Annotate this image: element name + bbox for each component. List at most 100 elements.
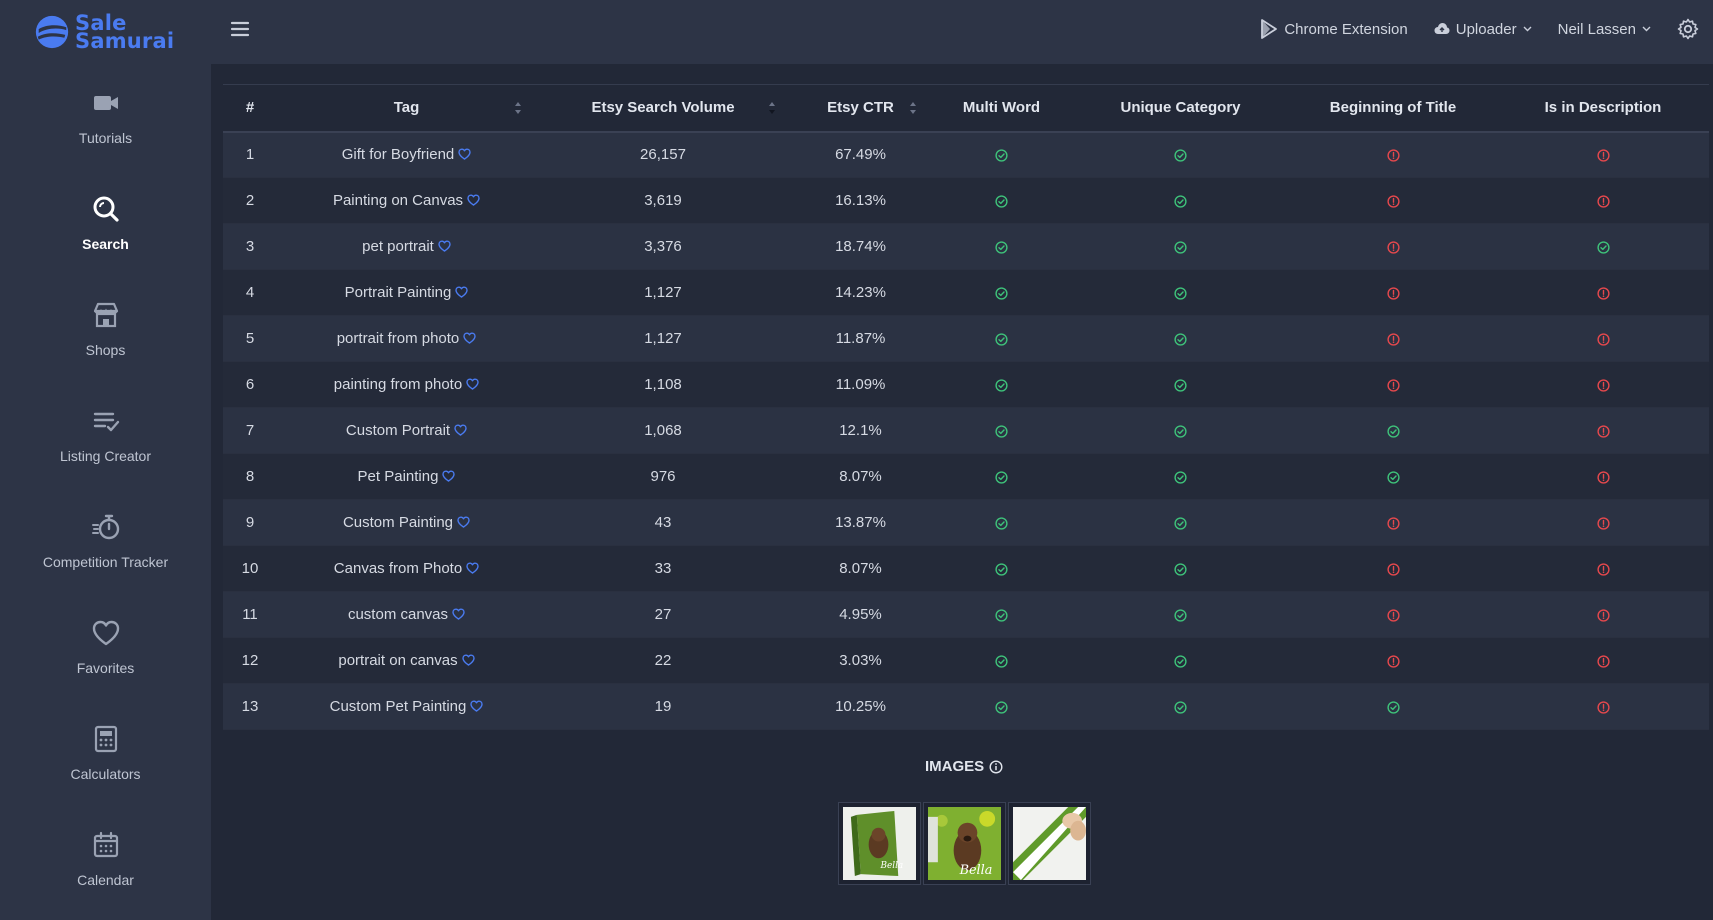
- canvas-corner-thumb[interactable]: [1008, 802, 1091, 885]
- multi-word-cell: [931, 545, 1072, 592]
- chrome-extension-button[interactable]: Chrome Extension: [1260, 19, 1408, 39]
- sidebar: Sale Samurai Tutorials Search: [0, 0, 211, 920]
- beginning-of-title-cell: [1289, 545, 1497, 592]
- search-volume-cell: 1,127: [536, 315, 790, 362]
- tag-name[interactable]: portrait from photo: [336, 330, 460, 347]
- tag-name[interactable]: Canvas from Photo: [333, 560, 463, 577]
- favorite-heart-icon[interactable]: [467, 194, 480, 206]
- search-volume-cell: 43: [536, 499, 790, 546]
- row-number: 12: [223, 637, 277, 684]
- table-row: 3 pet portrait 3,376 18.74%: [223, 223, 1709, 270]
- tag-name[interactable]: custom canvas: [347, 606, 449, 623]
- row-number: 2: [223, 177, 277, 224]
- sidebar-item-listing-creator[interactable]: Listing Creator: [0, 382, 211, 488]
- info-icon[interactable]: [989, 759, 1003, 774]
- sidebar-item-calculators[interactable]: Calculators: [0, 700, 211, 806]
- tag-name[interactable]: Portrait Painting: [344, 284, 452, 301]
- table-row: 10 Canvas from Photo 33 8.07%: [223, 545, 1709, 592]
- row-number: 1: [223, 131, 277, 178]
- beginning-of-title-cell: [1289, 315, 1497, 362]
- sort-icon[interactable]: [514, 101, 522, 115]
- favorite-heart-icon[interactable]: [461, 654, 475, 666]
- row-number: 6: [223, 361, 277, 408]
- check-circle-icon: [1386, 424, 1400, 438]
- tag-cell: Custom Portrait: [277, 407, 536, 454]
- gear-icon[interactable]: [1677, 18, 1699, 40]
- col-header-ctr[interactable]: Etsy CTR: [790, 84, 931, 133]
- alert-circle-icon: [1596, 608, 1610, 622]
- check-circle-icon: [995, 149, 1008, 162]
- favorite-heart-icon[interactable]: [452, 608, 465, 620]
- favorite-heart-icon[interactable]: [458, 148, 471, 160]
- favorite-heart-icon[interactable]: [455, 286, 469, 298]
- alert-circle-icon: [1596, 149, 1610, 162]
- favorite-heart-icon[interactable]: [466, 562, 479, 574]
- tag-name[interactable]: Pet Painting: [357, 468, 439, 485]
- list-check-icon: [93, 412, 119, 432]
- logo[interactable]: Sale Samurai: [33, 12, 174, 52]
- ctr-cell: 11.09%: [790, 361, 931, 408]
- topbar: Chrome Extension Uploader Neil Lassen: [211, 0, 1713, 64]
- beginning-of-title-cell: [1289, 591, 1497, 638]
- check-circle-icon: [1174, 654, 1187, 668]
- tag-cell: custom canvas: [277, 591, 536, 638]
- tag-name[interactable]: pet portrait: [362, 238, 434, 255]
- col-header-tag[interactable]: Tag: [277, 84, 536, 133]
- search-volume-cell: 1,068: [536, 407, 790, 454]
- tag-name[interactable]: Custom Painting: [342, 514, 454, 531]
- sort-desc-icon[interactable]: [768, 101, 776, 115]
- col-header-search-volume[interactable]: Etsy Search Volume: [536, 84, 790, 133]
- hamburger-menu-icon[interactable]: [229, 18, 251, 40]
- favorite-heart-icon[interactable]: [457, 516, 470, 528]
- tag-name[interactable]: Custom Pet Painting: [329, 698, 467, 715]
- multi-word-cell: [931, 683, 1072, 730]
- tag-name[interactable]: portrait on canvas: [338, 652, 458, 669]
- alert-circle-icon: [1386, 378, 1400, 392]
- check-circle-icon: [1386, 700, 1400, 714]
- search-volume-cell: 1,108: [536, 361, 790, 408]
- tag-name[interactable]: painting from photo: [333, 376, 463, 393]
- col-header-in-description: Is in Description: [1497, 84, 1709, 133]
- check-circle-icon: [1174, 286, 1187, 300]
- sidebar-item-competition-tracker[interactable]: Competition Tracker: [0, 488, 211, 594]
- tag-name[interactable]: Gift for Boyfriend: [341, 146, 455, 164]
- col-header-multi-word: Multi Word: [931, 84, 1072, 133]
- dog-portrait-bella-thumb[interactable]: Bella: [923, 802, 1006, 885]
- uploader-label: Uploader: [1455, 20, 1517, 38]
- sidebar-item-label: Favorites: [76, 660, 135, 676]
- beginning-of-title-cell: [1289, 499, 1497, 546]
- calculator-icon: [94, 725, 117, 753]
- sort-icon[interactable]: [909, 101, 917, 115]
- in-description-cell: [1497, 407, 1709, 454]
- favorite-heart-icon[interactable]: [470, 700, 484, 712]
- tag-cell: pet portrait: [277, 223, 536, 270]
- favorite-heart-icon[interactable]: [454, 424, 467, 436]
- favorite-heart-icon[interactable]: [463, 332, 476, 344]
- tag-name[interactable]: Custom Portrait: [345, 422, 451, 439]
- in-description-cell: [1497, 269, 1709, 316]
- favorite-heart-icon[interactable]: [466, 378, 479, 390]
- tag-name[interactable]: Painting on Canvas: [332, 192, 464, 209]
- ctr-cell: 12.1%: [790, 407, 931, 454]
- sidebar-item-search[interactable]: Search: [0, 170, 211, 276]
- check-circle-icon: [1596, 240, 1610, 254]
- check-circle-icon: [1174, 378, 1187, 392]
- multi-word-cell: [931, 591, 1072, 638]
- sidebar-item-favorites[interactable]: Favorites: [0, 594, 211, 700]
- unique-category-cell: [1072, 637, 1289, 684]
- favorite-heart-icon[interactable]: [442, 470, 456, 482]
- chevron-down-icon: [1642, 26, 1651, 32]
- sidebar-item-shops[interactable]: Shops: [0, 276, 211, 382]
- favorite-heart-icon[interactable]: [438, 240, 451, 252]
- unique-category-cell: [1072, 177, 1289, 224]
- table-row: 7 Custom Portrait 1,068 12.1%: [223, 407, 1709, 454]
- user-menu-dropdown[interactable]: Neil Lassen: [1558, 21, 1651, 38]
- canvas-dog-bella-thumb[interactable]: Bella: [838, 802, 921, 885]
- sidebar-item-calendar[interactable]: Calendar: [0, 806, 211, 912]
- multi-word-cell: [931, 131, 1072, 178]
- uploader-dropdown[interactable]: Uploader: [1434, 21, 1532, 38]
- sidebar-item-tutorials[interactable]: Tutorials: [0, 64, 211, 170]
- ctr-cell: 16.13%: [790, 177, 931, 224]
- store-icon: [93, 302, 118, 328]
- check-circle-icon: [1174, 608, 1187, 622]
